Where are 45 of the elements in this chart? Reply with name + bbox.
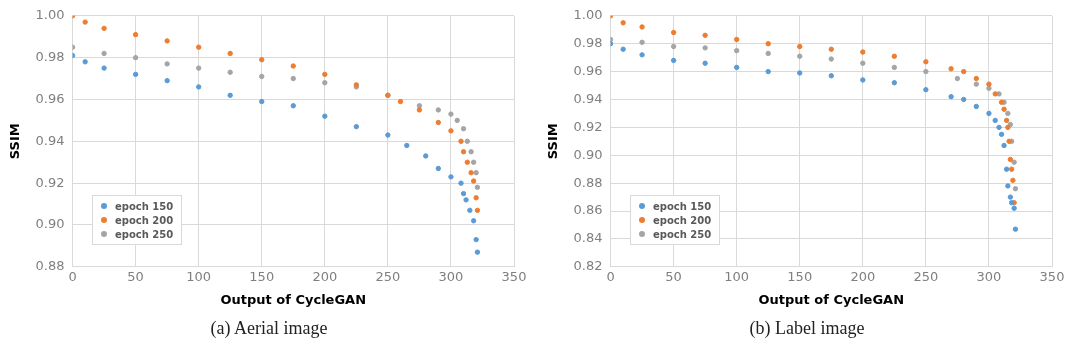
x-tick-label: 350 — [1039, 268, 1065, 284]
y-tick-label: 0.96 — [573, 62, 603, 78]
legend-label: epoch 250 — [653, 228, 712, 240]
x-tick-label: 0 — [606, 268, 615, 284]
x-tick-label: 100 — [724, 268, 750, 284]
legend-label: epoch 250 — [115, 228, 174, 240]
y-tick-label: 0.90 — [35, 216, 65, 232]
x-axis-title: Output of CycleGAN — [758, 291, 905, 307]
x-tick-label: 250 — [913, 268, 939, 284]
text: (b) Label image — [748, 318, 866, 339]
y-tick-label: 0.96 — [35, 90, 65, 106]
y-axis-title: SSIM — [7, 123, 23, 160]
x-tick-label: 300 — [976, 268, 1002, 284]
y-tick-label: 0.98 — [35, 49, 65, 65]
x-tick-label: 0 — [68, 268, 77, 284]
text: (a) Aerial image — [209, 318, 329, 339]
x-tick-label: 100 — [186, 268, 212, 284]
x-tick-label: 150 — [249, 268, 275, 284]
x-tick-label: 200 — [850, 268, 876, 284]
y-tick-label: 0.92 — [35, 174, 65, 190]
y-tick-label: 0.92 — [573, 118, 603, 134]
y-tick-label: 0.84 — [573, 230, 603, 246]
y-tick-label: 0.94 — [573, 90, 603, 106]
y-tick-label: 0.94 — [35, 132, 65, 148]
x-tick-label: 150 — [787, 268, 813, 284]
y-tick-label: 0.98 — [573, 35, 603, 51]
y-tick-label: 0.88 — [35, 258, 65, 274]
y-tick-label: 1.00 — [35, 7, 65, 23]
legend-label: epoch 150 — [653, 200, 712, 212]
y-axis-title: SSIM — [545, 123, 561, 160]
y-tick-label: 1.00 — [573, 7, 603, 23]
legend-label: epoch 150 — [115, 200, 174, 212]
y-tick-label: 0.86 — [573, 202, 603, 218]
y-tick-label: 0.90 — [573, 146, 603, 162]
legend-label: epoch 200 — [653, 214, 712, 226]
y-tick-label: 0.82 — [573, 258, 603, 274]
x-axis-title: Output of CycleGAN — [220, 291, 367, 307]
x-tick-label: 250 — [375, 268, 401, 284]
x-tick-label: 50 — [665, 268, 682, 284]
x-tick-label: 50 — [127, 268, 144, 284]
y-tick-label: 0.88 — [573, 174, 603, 190]
x-tick-label: 350 — [501, 268, 527, 284]
legend-label: epoch 200 — [115, 214, 174, 226]
x-tick-label: 200 — [312, 268, 338, 284]
x-tick-label: 300 — [438, 268, 464, 284]
